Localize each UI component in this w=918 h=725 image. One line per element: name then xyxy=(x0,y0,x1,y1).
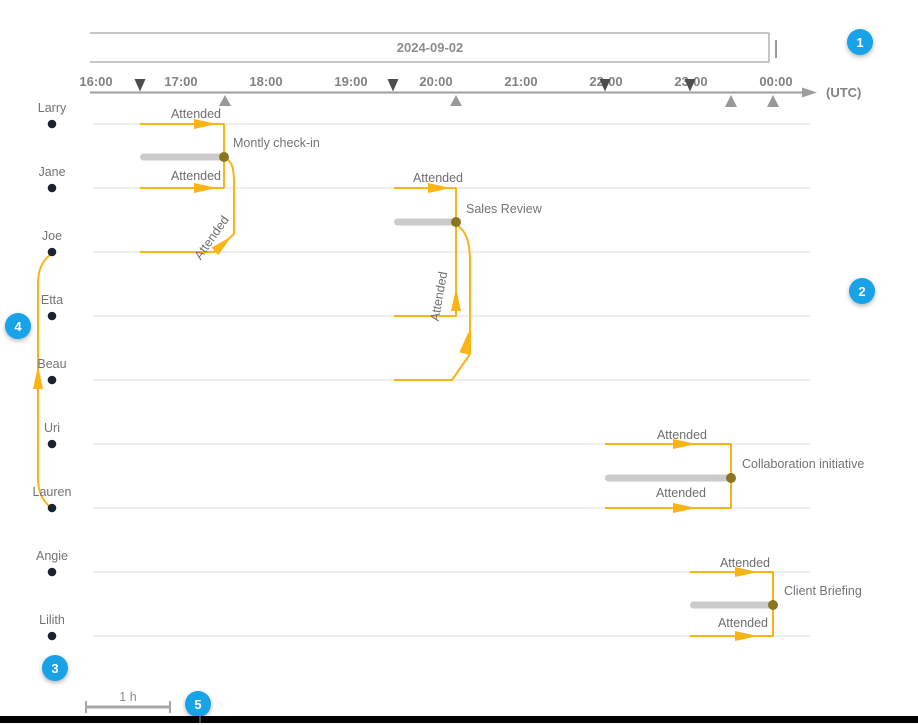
event-start-marker-icon xyxy=(387,79,399,92)
axis-tick-label: 18:00 xyxy=(249,74,282,89)
person-node[interactable] xyxy=(47,631,57,641)
person-node[interactable] xyxy=(47,247,57,257)
attended-label: Attended xyxy=(657,428,707,442)
axis-tick-label: 19:00 xyxy=(334,74,367,89)
person-label: Beau xyxy=(37,357,66,371)
attended-label: Attended xyxy=(720,556,770,570)
people-nodes: Larry Jane Joe Etta Beau Uri Lauren Angi… xyxy=(33,101,72,641)
arrowhead-icon xyxy=(735,567,758,577)
annotation-badge-4: 4 xyxy=(5,313,31,339)
axis-tick-label: 16:00 xyxy=(79,74,112,89)
arrowhead-icon xyxy=(211,236,232,256)
date-label: 2024-09-02 xyxy=(397,40,464,55)
arrowhead-icon xyxy=(735,631,758,641)
attended-label: Attended xyxy=(171,169,221,183)
axis-tick-label: 17:00 xyxy=(164,74,197,89)
event-end-marker-icon xyxy=(767,95,779,107)
attended-label: Attended xyxy=(413,171,463,185)
bottom-bar-tick xyxy=(199,716,201,723)
annotation-badge-1: 1 xyxy=(847,29,873,55)
attendance-edge xyxy=(394,225,471,381)
arrowhead-icon xyxy=(451,288,461,311)
event-start-marker-icon xyxy=(599,79,611,92)
event-node[interactable] xyxy=(219,152,229,162)
annotation-badge-5: 5 xyxy=(185,691,211,717)
annotation-badge-2: 2 xyxy=(849,278,875,304)
person-label: Jane xyxy=(38,165,65,179)
person-node[interactable] xyxy=(47,311,57,321)
attendance-edges-event-2 xyxy=(394,183,471,381)
axis-tick-label: 00:00 xyxy=(759,74,792,89)
arrowhead-icon xyxy=(194,183,217,193)
event-start-marker-icon xyxy=(134,79,146,92)
person-node[interactable] xyxy=(47,567,57,577)
person-node[interactable] xyxy=(47,119,57,129)
relationship-edge xyxy=(33,253,53,510)
event-label: Client Briefing xyxy=(784,584,862,598)
date-band-outline xyxy=(90,32,770,63)
event-label: Montly check-in xyxy=(233,136,320,150)
axis-tick-label: 21:00 xyxy=(504,74,537,89)
arrowhead-icon xyxy=(33,366,43,389)
events xyxy=(140,152,778,610)
person-label: Angie xyxy=(36,549,68,563)
bottom-bar xyxy=(0,716,918,723)
person-label: Larry xyxy=(38,101,67,115)
person-label: Etta xyxy=(41,293,63,307)
person-node[interactable] xyxy=(47,439,57,449)
arrowhead-icon xyxy=(673,439,696,449)
event-start-marker-icon xyxy=(684,79,696,92)
scale-bar-label: 1 h xyxy=(119,690,136,704)
axis-arrow-icon xyxy=(802,87,817,98)
arrowhead-icon xyxy=(428,183,451,193)
attended-label: Attended xyxy=(428,270,450,322)
person-node[interactable] xyxy=(47,375,57,385)
date-band[interactable]: 2024-09-02 xyxy=(90,32,777,63)
axis-tick-label: 20:00 xyxy=(419,74,452,89)
person-label: Uri xyxy=(44,421,60,435)
attended-label: Attended xyxy=(718,616,768,630)
person-node[interactable] xyxy=(47,503,57,513)
event-label: Sales Review xyxy=(466,202,543,216)
arrowhead-icon xyxy=(459,331,470,355)
person-node[interactable] xyxy=(47,183,57,193)
event-node[interactable] xyxy=(451,217,461,227)
arrowhead-icon xyxy=(673,503,696,513)
event-node[interactable] xyxy=(726,473,736,483)
attendance-edge xyxy=(140,123,225,188)
arrowhead-icon xyxy=(194,119,217,129)
axis-unit-label: (UTC) xyxy=(826,85,861,100)
event-end-marker-icon xyxy=(725,95,737,107)
person-label: Joe xyxy=(42,229,62,243)
attended-label: Attended xyxy=(656,486,706,500)
person-label: Lilith xyxy=(39,613,65,627)
attendance-edge xyxy=(394,187,457,317)
attended-label: Attended xyxy=(171,107,221,121)
annotation-badge-3: 3 xyxy=(42,655,68,681)
event-node[interactable] xyxy=(768,600,778,610)
attended-label: Attended xyxy=(192,213,232,262)
person-label: Lauren xyxy=(33,485,72,499)
time-axis: 16:00 17:00 18:00 19:00 20:00 21:00 22:0… xyxy=(79,74,861,107)
event-end-marker-icon xyxy=(450,95,462,106)
event-label: Collaboration initiative xyxy=(742,457,864,471)
event-end-marker-icon xyxy=(219,95,231,106)
scale-bar: 1 h xyxy=(85,690,171,713)
